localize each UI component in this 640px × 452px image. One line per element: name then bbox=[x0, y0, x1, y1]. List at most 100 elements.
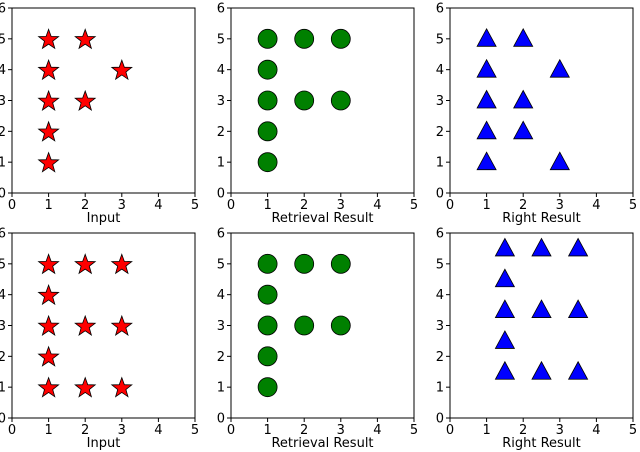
y-tick-label: 1 bbox=[436, 381, 444, 396]
y-tick-label: 5 bbox=[436, 257, 444, 272]
y-tick-label: 5 bbox=[0, 32, 6, 47]
triangle-marker bbox=[476, 151, 497, 171]
y-tick-label: 6 bbox=[436, 227, 444, 242]
star-marker bbox=[74, 314, 97, 336]
y-tick-label: 0 bbox=[436, 187, 444, 202]
y-tick-label: 4 bbox=[436, 63, 444, 78]
subplot-3: 0 1 2 3 4 5 0 1 2 3 4 5 6 Right Result bbox=[436, 2, 637, 227]
x-tick-label: 4 bbox=[154, 423, 162, 438]
triangle-marker bbox=[494, 268, 516, 288]
triangle-marker bbox=[476, 27, 497, 47]
x-axis-label: Retrieval Result bbox=[271, 211, 373, 226]
y-tick-label: 2 bbox=[217, 125, 225, 140]
circle-marker bbox=[294, 315, 315, 336]
y-tick-label: 1 bbox=[0, 156, 6, 171]
y-tick-label: 0 bbox=[217, 412, 225, 427]
x-tick-label: 0 bbox=[227, 423, 235, 438]
y-tick-label: 0 bbox=[436, 412, 444, 427]
y-tick-label: 0 bbox=[0, 412, 6, 427]
x-tick-label: 2 bbox=[81, 198, 89, 213]
y-tick-label: 4 bbox=[217, 63, 225, 78]
axes-frame bbox=[11, 232, 196, 419]
x-tick-label: 0 bbox=[8, 198, 16, 213]
star-marker bbox=[37, 120, 60, 142]
circle-marker bbox=[257, 59, 278, 80]
y-tick-label: 6 bbox=[217, 2, 225, 17]
y-tick-label: 1 bbox=[0, 381, 6, 396]
x-axis-label: Retrieval Result bbox=[271, 436, 373, 451]
subplot-6: 0 1 2 3 4 5 0 1 2 3 4 5 6 Right Result bbox=[436, 227, 637, 452]
triangle-marker bbox=[567, 299, 589, 318]
circle-marker bbox=[294, 90, 315, 111]
circle-marker bbox=[257, 28, 278, 49]
axes-frame bbox=[449, 232, 634, 419]
y-tick-label: 3 bbox=[217, 94, 225, 109]
circle-marker bbox=[294, 253, 315, 274]
circle-marker bbox=[294, 28, 315, 49]
x-tick-label: 3 bbox=[118, 198, 126, 213]
star-marker bbox=[37, 376, 60, 398]
y-tick-label: 4 bbox=[0, 63, 6, 78]
star-marker bbox=[110, 253, 133, 275]
circle-marker bbox=[330, 315, 351, 336]
y-tick-label: 2 bbox=[0, 350, 6, 365]
triangle-marker bbox=[531, 299, 552, 318]
axes-frame bbox=[11, 7, 196, 194]
star-marker bbox=[110, 314, 133, 336]
y-tick-label: 3 bbox=[0, 319, 6, 334]
y-tick-label: 3 bbox=[217, 319, 225, 334]
subplot-5: 0 1 2 3 4 5 0 1 2 3 4 5 6 Retrieval Result bbox=[217, 227, 418, 452]
y-tick-label: 2 bbox=[436, 350, 444, 365]
triangle-marker bbox=[476, 58, 497, 78]
triangle-marker bbox=[567, 360, 589, 380]
y-tick-label: 4 bbox=[217, 288, 225, 303]
star-marker bbox=[37, 89, 60, 111]
x-tick-label: 3 bbox=[337, 423, 345, 438]
triangle-marker bbox=[567, 237, 589, 257]
x-tick-label: 3 bbox=[556, 198, 564, 213]
circle-marker bbox=[257, 284, 278, 305]
star-marker bbox=[74, 89, 97, 111]
y-tick-label: 2 bbox=[217, 350, 225, 365]
x-tick-label: 5 bbox=[629, 423, 637, 438]
triangle-marker bbox=[476, 120, 497, 140]
circle-marker bbox=[257, 90, 278, 111]
y-tick-label: 4 bbox=[436, 288, 444, 303]
x-tick-label: 1 bbox=[263, 423, 271, 438]
triangle-marker bbox=[531, 360, 552, 380]
x-axis-label: Input bbox=[87, 436, 121, 451]
y-tick-label: 5 bbox=[217, 32, 225, 47]
star-marker bbox=[37, 151, 60, 173]
x-tick-label: 1 bbox=[482, 423, 490, 438]
axes-frame bbox=[449, 7, 634, 194]
x-tick-label: 1 bbox=[263, 198, 271, 213]
x-tick-label: 0 bbox=[227, 198, 235, 213]
y-tick-label: 3 bbox=[0, 94, 6, 109]
circle-marker bbox=[330, 90, 351, 111]
star-marker bbox=[37, 253, 60, 275]
x-axis-label: Right Result bbox=[502, 211, 581, 226]
triangle-marker bbox=[494, 299, 516, 318]
triangle-marker bbox=[494, 330, 516, 349]
star-marker bbox=[74, 376, 97, 398]
y-tick-label: 3 bbox=[436, 319, 444, 334]
y-tick-label: 2 bbox=[436, 125, 444, 140]
x-axis-label: Right Result bbox=[502, 436, 581, 451]
triangle-marker bbox=[549, 58, 570, 78]
x-tick-label: 0 bbox=[446, 423, 454, 438]
x-tick-label: 2 bbox=[519, 423, 527, 438]
triangle-marker bbox=[513, 27, 534, 47]
x-tick-label: 4 bbox=[373, 423, 381, 438]
x-tick-label: 0 bbox=[446, 198, 454, 213]
star-marker bbox=[74, 28, 97, 50]
y-tick-label: 1 bbox=[217, 381, 225, 396]
x-tick-label: 1 bbox=[44, 198, 52, 213]
x-tick-label: 0 bbox=[8, 423, 16, 438]
star-marker bbox=[37, 314, 60, 336]
triangle-marker bbox=[513, 120, 534, 140]
circle-marker bbox=[257, 377, 278, 398]
x-tick-label: 2 bbox=[300, 198, 308, 213]
star-marker bbox=[37, 28, 60, 50]
circle-marker bbox=[257, 315, 278, 336]
